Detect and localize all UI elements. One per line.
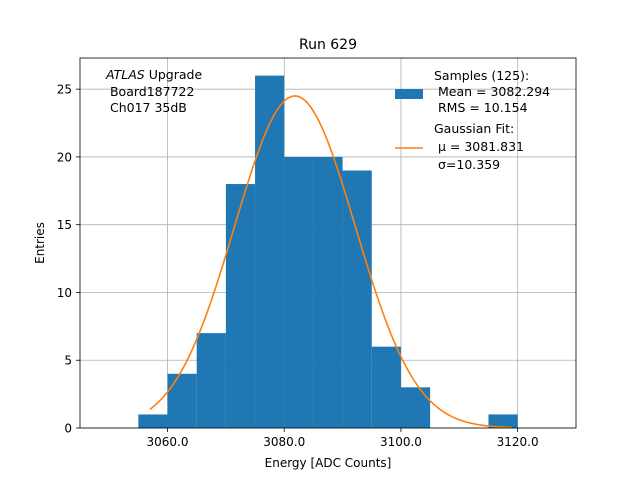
histogram-bar-10	[488, 414, 518, 428]
y-tick-label-4: 20	[57, 150, 72, 164]
histogram-bar-8	[371, 346, 401, 428]
histogram-bar-9	[400, 387, 431, 428]
legend-samples-line-1: Samples (125):	[434, 68, 529, 83]
histogram-bar-5	[284, 156, 314, 428]
histogram-bar-7	[342, 170, 372, 428]
x-tick-label-1: 3080.0	[263, 435, 305, 449]
histogram-bar-4	[255, 75, 285, 428]
x-tick-label-2: 3100.0	[380, 435, 422, 449]
legend-fit-line-1: Gaussian Fit:	[434, 121, 514, 136]
upgrade-label: Upgrade	[145, 67, 203, 82]
annotation-line-1: ATLAS Upgrade	[105, 67, 202, 82]
y-tick-label-1: 5	[64, 354, 72, 368]
chart-title: Run 629	[299, 37, 357, 53]
annotation-box: ATLAS Upgrade Board187722 Ch017 35dB	[105, 67, 202, 115]
atlas-label: ATLAS	[105, 67, 145, 82]
annotation-line-3: Ch017 35dB	[106, 100, 187, 115]
legend-samples-line-3: RMS = 10.154	[434, 100, 528, 115]
y-tick-label-5: 25	[57, 83, 72, 97]
gaussian-fit	[149, 95, 512, 429]
histogram-bar-3	[225, 184, 256, 428]
y-tick-label-3: 15	[57, 218, 72, 232]
histogram-bar-1	[167, 373, 197, 428]
x-tick-label-3: 3120.0	[497, 435, 539, 449]
y-tick-label-0: 0	[64, 422, 72, 436]
axis-ticks: 3060.0 3080.0 3100.0 3120.0 0 5 10 15 20 25	[57, 83, 539, 449]
legend-fit-line-3: σ=10.359	[434, 157, 500, 172]
legend-samples-swatch	[395, 89, 423, 99]
histogram-bar-6	[313, 156, 343, 428]
legend: Samples (125): Mean = 3082.294 RMS = 10.…	[395, 68, 550, 172]
y-tick-label-2: 10	[57, 286, 72, 300]
axes-frame	[79, 57, 577, 429]
histogram-bar-0	[138, 414, 168, 428]
y-axis-label: Entries	[33, 222, 47, 264]
histogram-bar-2	[196, 333, 226, 428]
gaussian-fit-curve	[149, 95, 512, 429]
x-tick-label-0: 3060.0	[147, 435, 189, 449]
histogram-bars	[138, 75, 518, 428]
annotation-line-2: Board187722	[106, 84, 194, 99]
legend-samples-line-2: Mean = 3082.294	[434, 84, 550, 99]
x-axis-label: Energy [ADC Counts]	[265, 456, 392, 470]
legend-fit-line-2: μ = 3081.831	[434, 139, 524, 154]
